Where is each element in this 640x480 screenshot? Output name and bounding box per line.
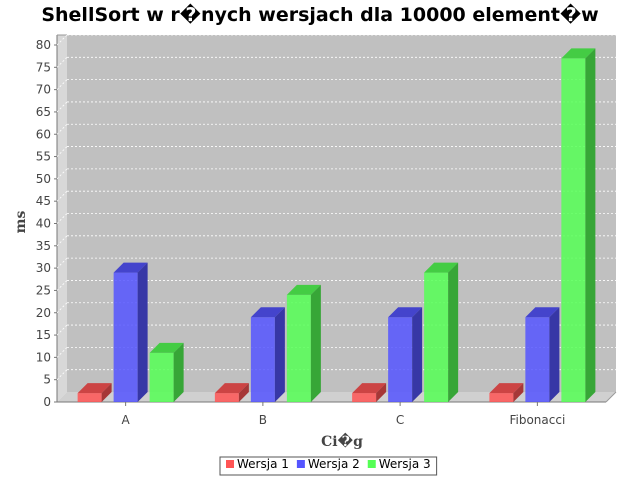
bar-side [101,383,112,402]
bar-top [286,284,321,295]
bar [214,383,249,402]
bar [388,307,423,402]
bar-side [173,342,184,402]
bar-side [513,383,524,402]
plot-side-wall [57,35,67,402]
x-axis-label: Ci�g [321,432,363,450]
y-tick-label: 50 [36,172,51,186]
bar [286,284,321,402]
y-tick-label: 15 [36,328,51,342]
bar [424,262,459,402]
legend-swatch [296,460,305,468]
x-tick-label: C [396,413,404,427]
bar-front [561,58,586,402]
bar [77,383,112,402]
legend-label: Wersja 1 [237,457,289,471]
y-tick-label: 5 [43,373,51,387]
plot-floor [57,392,616,402]
y-tick-label: 0 [43,395,51,409]
bar-side [412,307,423,402]
bar-side [549,307,560,402]
y-tick-label: 60 [36,127,51,141]
y-tick-label: 10 [36,350,51,364]
bar-front [352,393,377,402]
legend-swatch [226,460,234,468]
bar-side [376,383,387,402]
y-tick-label: 70 [36,83,51,97]
x-axis: A B C Fibonacci [122,402,565,427]
bar-front [489,393,514,402]
bar-side [274,307,285,402]
legend-box [219,456,438,476]
bar-side [585,48,596,402]
legend: Wersja 1 Wersja 2 Wersja 3 [219,456,438,476]
axis-depth-line [605,391,617,403]
bar-front [214,393,239,402]
bar-side [238,383,249,402]
y-tick-label: 35 [36,239,51,253]
y-axis-label: ms [13,211,29,234]
bar-front [113,272,138,402]
bar-side [310,284,321,402]
y-tick-label: 30 [36,261,51,275]
bar-front [149,352,174,402]
y-tick-label: 45 [36,194,51,208]
legend-item: Wersja 3 [367,457,431,471]
bar-front [424,272,449,402]
grid-lines [56,34,616,380]
bar-top [424,262,459,273]
y-axis: 0 5 10 15 20 25 30 35 40 45 50 55 60 65 70 75 80 [36,38,57,409]
bar-top [149,342,184,353]
y-tick-label: 75 [36,60,51,74]
bar-top [77,383,112,394]
y-tick-label: 65 [36,105,51,119]
y-tick-label: 80 [36,38,51,52]
legend-swatch [367,460,376,468]
bar [352,383,387,402]
bar-top [388,307,423,318]
x-tick-label: B [259,413,267,427]
y-tick-label: 55 [36,150,51,164]
legend-label: Wersja 3 [379,457,431,471]
bar-top [352,383,387,394]
legend-item: Wersja 1 [226,457,289,471]
bar [149,342,184,402]
bar-side [137,262,148,402]
chart-title: ShellSort w r�nych wersjach dla 10000 el… [41,3,598,26]
x-tick-label: Fibonacci [509,413,565,427]
bar [113,262,148,402]
bar-front [77,393,102,402]
bar [561,48,596,402]
x-tick-label: A [122,413,131,427]
legend-label: Wersja 2 [308,457,360,471]
y-tick-label: 20 [36,306,51,320]
bar-top [250,307,285,318]
bar-top [489,383,524,394]
bar-top [525,307,560,318]
bar-top [214,383,249,394]
bar-front [388,317,413,402]
bar-front [286,294,311,402]
y-tick-label: 40 [36,217,51,231]
bar-top [113,262,148,273]
y-tick-label: 25 [36,283,51,297]
bars [77,48,596,402]
bar [489,383,524,402]
bar-side [448,262,459,402]
bar [250,307,285,402]
bar-front [250,317,275,402]
bar [525,307,560,402]
bar-top [561,48,596,59]
bar-front [525,317,550,402]
legend-item: Wersja 2 [296,457,360,471]
